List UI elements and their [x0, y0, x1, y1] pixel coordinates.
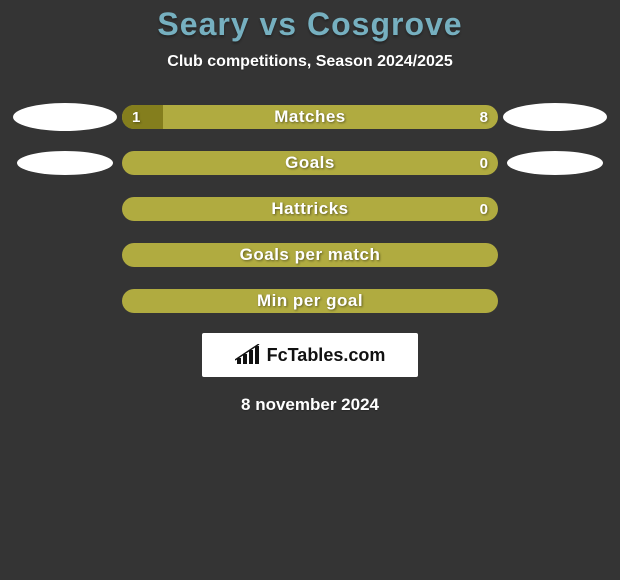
page-title: Seary vs Cosgrove: [0, 6, 620, 43]
left-slot: [8, 151, 122, 175]
stat-row: Goals per match: [8, 241, 612, 269]
stat-value-right: 0: [480, 151, 488, 175]
stat-value-right: 0: [480, 197, 488, 221]
stat-label: Min per goal: [122, 291, 498, 311]
player-photo-placeholder: [17, 151, 113, 175]
stat-bar: Min per goal: [122, 289, 498, 313]
stat-value-right: 8: [480, 105, 488, 129]
stat-value-left: 1: [132, 105, 140, 129]
left-slot: [8, 103, 122, 131]
stat-label: Matches: [122, 107, 498, 127]
stat-row: Matches1 8: [8, 103, 612, 131]
source-logo: FcTables.com: [202, 333, 418, 377]
player-photo-placeholder: [503, 103, 607, 131]
right-slot: [498, 151, 612, 175]
right-slot: [498, 103, 612, 131]
subtitle: Club competitions, Season 2024/2025: [0, 53, 620, 71]
logo-text: FcTables.com: [267, 345, 386, 366]
stat-bar: Hattricks0: [122, 197, 498, 221]
stat-bar-left-fill: [122, 105, 163, 129]
player-photo-placeholder: [13, 103, 117, 131]
stat-row: Hattricks0: [8, 195, 612, 223]
stat-label: Goals: [122, 153, 498, 173]
stats-card: Seary vs Cosgrove Club competitions, Sea…: [0, 0, 620, 580]
stat-row: Min per goal: [8, 287, 612, 315]
stat-label: Hattricks: [122, 199, 498, 219]
player-photo-placeholder: [507, 151, 603, 175]
stat-label: Goals per match: [122, 245, 498, 265]
stat-bar: Goals per match: [122, 243, 498, 267]
bar-chart-icon: [235, 344, 261, 366]
stat-bar: Goals0: [122, 151, 498, 175]
stat-rows: Matches18Goals0Hattricks0Goals per match…: [0, 103, 620, 315]
date-label: 8 november 2024: [0, 395, 620, 415]
stat-bar: Matches1 8: [122, 105, 498, 129]
stat-row: Goals0: [8, 149, 612, 177]
